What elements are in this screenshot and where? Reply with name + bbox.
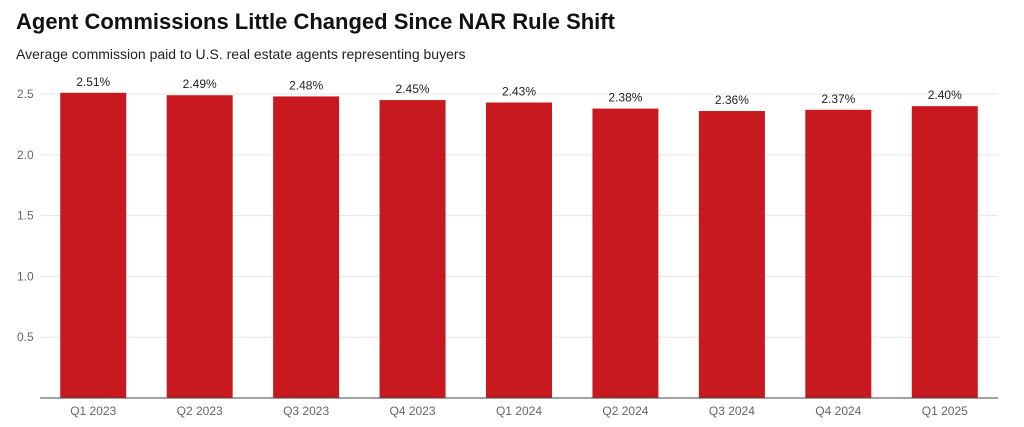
data-label: 2.48% bbox=[289, 78, 323, 92]
chart-title: Agent Commissions Little Changed Since N… bbox=[16, 9, 615, 34]
y-axis-ticks: 0.5 1.0 1.5 2.0 2.5 bbox=[17, 87, 34, 344]
y-tick-label: 1.0 bbox=[17, 269, 34, 283]
bar bbox=[379, 100, 446, 398]
x-tick-label: Q3 2024 bbox=[709, 404, 755, 418]
data-label: 2.43% bbox=[502, 85, 536, 99]
data-label: 2.40% bbox=[928, 88, 962, 102]
y-tick-label: 2.0 bbox=[17, 148, 34, 162]
x-tick-label: Q4 2023 bbox=[390, 404, 436, 418]
bar bbox=[273, 96, 340, 398]
data-label: 2.38% bbox=[608, 91, 642, 105]
chart-subtitle: Average commission paid to U.S. real est… bbox=[16, 46, 466, 62]
bar bbox=[911, 106, 978, 398]
y-tick-label: 0.5 bbox=[17, 330, 34, 344]
data-labels: 2.51% 2.49% 2.48% 2.45% 2.43% 2.38% 2.36% 2.37%… bbox=[76, 75, 962, 107]
x-tick-label: Q2 2024 bbox=[602, 404, 648, 418]
data-label: 2.37% bbox=[821, 92, 855, 106]
y-tick-label: 2.5 bbox=[17, 87, 34, 101]
x-tick-label: Q1 2023 bbox=[70, 404, 116, 418]
x-axis-ticks: Q1 2023 Q2 2023 Q3 2023 Q4 2023 Q1 2024 Q2 20… bbox=[70, 404, 968, 418]
bar bbox=[166, 95, 233, 398]
x-tick-label: Q3 2023 bbox=[283, 404, 329, 418]
bar bbox=[805, 109, 872, 399]
data-label: 2.45% bbox=[396, 82, 430, 96]
y-tick-label: 1.5 bbox=[17, 209, 34, 223]
x-tick-label: Q4 2024 bbox=[815, 404, 861, 418]
x-tick-label: Q1 2025 bbox=[922, 404, 968, 418]
bar bbox=[592, 108, 659, 398]
bar bbox=[486, 102, 552, 399]
bar bbox=[698, 111, 765, 399]
data-label: 2.49% bbox=[183, 77, 217, 91]
x-tick-label: Q2 2023 bbox=[177, 404, 223, 418]
data-label: 2.36% bbox=[715, 93, 749, 107]
x-tick-label: Q1 2024 bbox=[496, 404, 542, 418]
data-label: 2.51% bbox=[76, 75, 110, 89]
bars bbox=[60, 92, 978, 399]
bar bbox=[60, 92, 127, 398]
